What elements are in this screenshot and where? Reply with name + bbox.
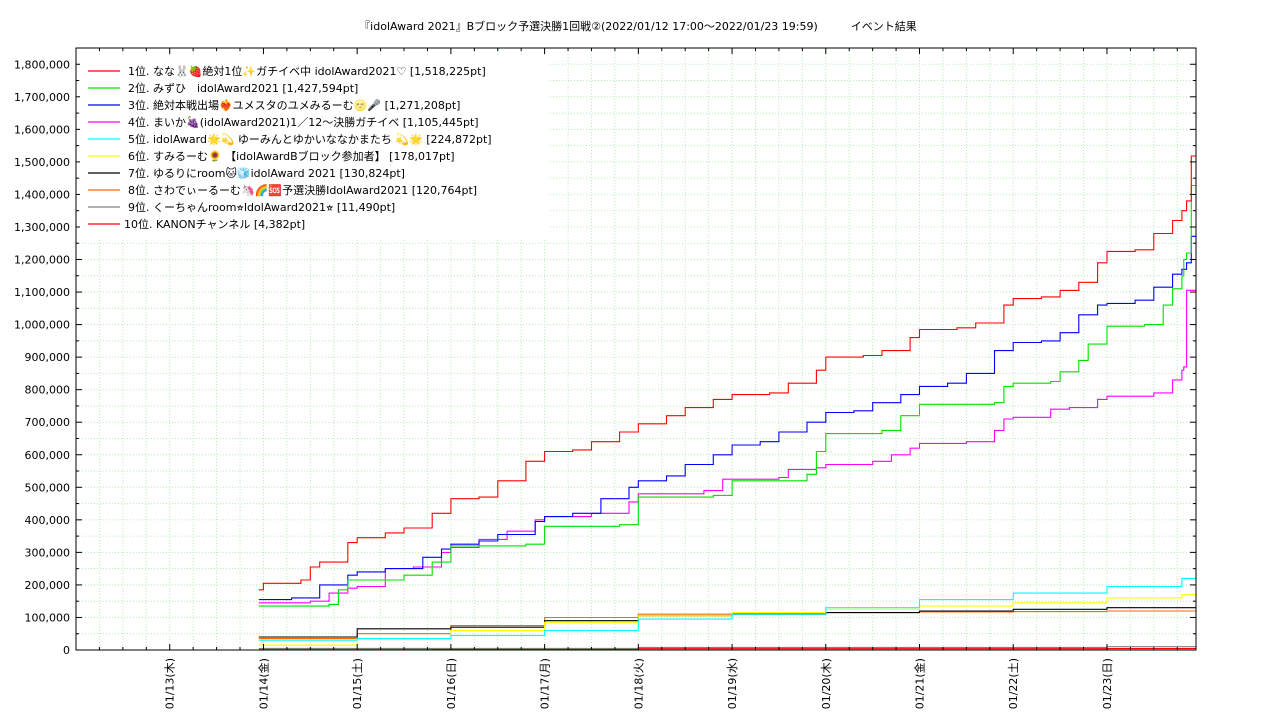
series-line-4 xyxy=(258,289,1196,604)
y-tick-label: 1,600,000 xyxy=(14,123,70,136)
x-tick-label: 01/20(木) xyxy=(820,658,833,709)
y-tick-label: 1,300,000 xyxy=(14,221,70,234)
series-line-5 xyxy=(258,576,1197,641)
x-tick-label: 01/15(土) xyxy=(351,658,364,709)
legend-label: 7位. ゆるりにroom🐱🧊idolAward 2021 [130,824pt] xyxy=(128,166,405,180)
y-tick-label: 700,000 xyxy=(25,416,71,429)
legend-label: 3位. 絶対本戦出場❤️‍🔥ユメスタのユメみるーむ🌝🎤 [1,271,208pt… xyxy=(128,98,460,112)
x-tick-label: 01/19(水) xyxy=(726,658,739,709)
y-axis: 0 100,000 200,000 300,000 400,000 500,000 600,… xyxy=(14,47,1196,657)
legend-label: 1位. なな🐰🍓絶対1位✨ガチイベ中 idolAward2021♡ [1,518… xyxy=(128,64,486,78)
y-tick-label: 1,000,000 xyxy=(14,319,70,332)
x-tick-label: 01/18(火) xyxy=(632,658,645,709)
y-tick-label: 1,500,000 xyxy=(14,156,70,169)
series-line-9 xyxy=(258,646,1197,649)
series-line-2 xyxy=(258,184,1196,607)
legend-label: 2位. みずひ idolAward2021 [1,427,594pt] xyxy=(128,81,358,95)
y-tick-label: 500,000 xyxy=(25,481,71,494)
x-tick-label: 01/23(日) xyxy=(1101,658,1114,709)
x-tick-label: 01/16(日) xyxy=(445,658,458,709)
legend-label: 5位. idolAward🌟💫 ゆーみんとゆかいななかまたち 💫🌟 [224,8… xyxy=(128,132,492,147)
y-tick-label: 1,200,000 xyxy=(14,254,70,267)
y-tick-label: 1,400,000 xyxy=(14,188,70,201)
legend-label: 4位. まいか🍇(idolAward2021)1／12〜決勝ガチイベ [1,10… xyxy=(128,115,479,129)
x-tick-label: 01/14(金) xyxy=(256,658,270,709)
legend-label: 10位. KANONチャンネル [4,382pt] xyxy=(124,217,305,231)
y-tick-label: 900,000 xyxy=(25,351,71,364)
legend-label: 6位. すみるーむ🌻 【idolAwardBブロック参加者】 [178,017p… xyxy=(128,149,455,163)
legend-label: 9位. くーちゃんroom⭐︎IdolAward2021⭐︎ [11,490pt… xyxy=(128,200,395,214)
y-tick-label: 1,100,000 xyxy=(14,286,70,299)
series-line-3 xyxy=(258,235,1196,601)
plot-frame xyxy=(75,47,1197,651)
x-tick-label: 01/21(金) xyxy=(913,658,927,709)
series-line-1 xyxy=(258,155,1196,591)
y-tick-label: 400,000 xyxy=(25,514,71,527)
y-tick-label: 200,000 xyxy=(25,579,71,592)
y-tick-label: 600,000 xyxy=(25,449,71,462)
y-tick-label: 1,700,000 xyxy=(14,91,70,104)
legend-label: 8位. さわでぃーるーむ🦄🌈🆘予選決勝IdolAward2021 [120,76… xyxy=(128,183,477,197)
legend-box xyxy=(80,56,550,238)
x-tick-label: 01/22(土) xyxy=(1007,658,1020,709)
x-axis: 01/13(木) 01/14(金) 01/15(土) 01/16(日) 01/17(月)… xyxy=(98,48,1178,709)
chart-title: 『idolAward 2021』Bブロック予選決勝1回戦②(2022/01/12… xyxy=(359,19,917,33)
y-tick-label: 300,000 xyxy=(25,546,71,559)
y-tick-label: 0 xyxy=(63,644,70,657)
legend: 1位. なな🐰🍓絶対1位✨ガチイベ中 idolAward2021♡ [1,518… xyxy=(80,56,550,238)
x-tick-label: 01/13(木) xyxy=(164,658,177,709)
y-tick-label: 1,800,000 xyxy=(14,58,70,71)
series-line-8 xyxy=(258,610,1197,640)
y-tick-label: 800,000 xyxy=(25,384,71,397)
y-tick-label: 100,000 xyxy=(25,611,71,624)
x-tick-label: 01/17(月) xyxy=(539,658,552,709)
